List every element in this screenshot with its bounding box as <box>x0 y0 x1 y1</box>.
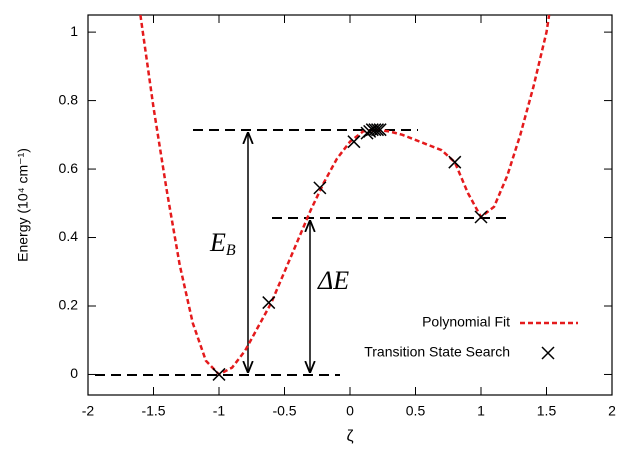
annotation-text: E <box>209 228 226 257</box>
marker <box>212 367 226 381</box>
legend-label: Transition State Search <box>364 344 510 360</box>
x-tick-label: -1.5 <box>141 403 165 419</box>
annotation: ΔE <box>317 266 349 295</box>
x-tick-label: 0.5 <box>406 403 426 419</box>
y-tick-label: 0.2 <box>59 297 79 313</box>
marker <box>313 181 327 195</box>
plot-frame <box>87 14 613 396</box>
y-tick-label: 0.4 <box>59 228 79 244</box>
x-tick-label: 0 <box>346 403 354 419</box>
x-tick-label: 1 <box>477 403 485 419</box>
x-tick-label: -0.5 <box>272 403 296 419</box>
marker <box>373 123 387 137</box>
legend-swatch <box>541 346 555 360</box>
marker <box>368 123 382 137</box>
marker <box>448 155 462 169</box>
y-tick-label: 1 <box>70 23 78 39</box>
x-tick-label: -1 <box>213 403 226 419</box>
marker <box>474 210 488 224</box>
x-tick-label: 1.5 <box>537 403 557 419</box>
y-axis-label: Energy (10⁴ cm⁻¹) <box>15 148 31 262</box>
fit-line <box>139 14 551 377</box>
y-tick-label: 0.6 <box>59 160 79 176</box>
legend-label: Polynomial Fit <box>422 314 510 330</box>
y-tick-label: 0.8 <box>59 91 79 107</box>
x-tick-label: 2 <box>608 403 616 419</box>
x-tick-label: -2 <box>82 403 95 419</box>
annotation: EB <box>209 228 236 259</box>
marker <box>262 296 276 310</box>
marker <box>370 123 385 137</box>
marker <box>347 135 361 149</box>
annotation-sub: B <box>226 242 236 259</box>
arrows <box>248 132 310 373</box>
x-axis-label: ζ <box>346 428 353 445</box>
guide-lines <box>95 129 512 376</box>
y-tick-label: 0 <box>70 365 78 381</box>
